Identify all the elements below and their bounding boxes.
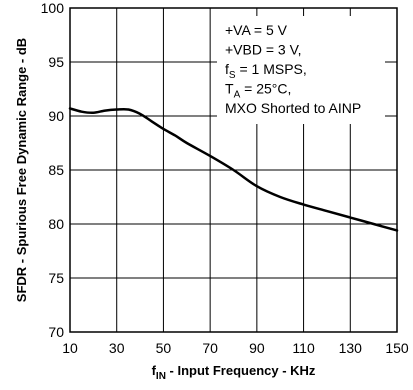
annotation-block: +VA = 5 V+VBD = 3 V,fS = 1 MSPS,TA = 25°… (225, 22, 361, 116)
x-axis-title-main: f (152, 363, 157, 378)
annotation-line-2: +VBD = 3 V, (225, 42, 302, 58)
series-layer (68, 107, 399, 232)
annotation-main: f (225, 61, 229, 77)
x-axis-title-sub: IN (156, 371, 166, 382)
annotation-line-5: MXO Shorted to AINP (225, 100, 361, 116)
x-tick-label: 30 (109, 340, 125, 356)
x-tick-label: 90 (249, 340, 265, 356)
y-axis-title: SFDR - Spurious Free Dynamic Range - dB (14, 38, 29, 302)
series-line-0 (68, 107, 399, 232)
annotation-panel (217, 16, 385, 124)
annotation-main: MXO Shorted to AINP (225, 100, 361, 116)
annotation-rest: = 25°C, (240, 81, 291, 97)
tick-labels: 10 30 50 70 90 110 130 150 70 75 80 85 90 95 100 (41, 0, 409, 356)
plot-border (69, 7, 398, 333)
annotation-main: +VBD = 3 V, (225, 42, 302, 58)
y-tick-label: 90 (48, 108, 64, 124)
annotation-subscript: S (229, 70, 236, 81)
annotation-subscript: A (234, 90, 241, 101)
plot-frame (69, 7, 398, 333)
x-tick-label: 130 (339, 340, 363, 356)
annotation-rest: = 1 MSPS, (236, 61, 307, 77)
annotation-main: T (225, 81, 234, 97)
y-tick-label: 80 (48, 216, 64, 232)
annotation-line-4: TA = 25°C, (225, 81, 291, 101)
y-tick-label: 100 (41, 0, 65, 16)
y-tick-label: 75 (48, 270, 64, 286)
x-tick-label: 150 (385, 340, 409, 356)
x-tick-label: 70 (202, 340, 218, 356)
x-axis-title: fIN - Input Frequency - KHz (152, 363, 316, 382)
x-tick-label: 110 (292, 340, 315, 356)
y-tick-label: 95 (48, 54, 64, 70)
x-tick-label: 50 (156, 340, 172, 356)
y-tick-label: 85 (48, 162, 64, 178)
annotation-main: +VA = 5 V (225, 22, 288, 38)
annotation-line-1: +VA = 5 V (225, 22, 288, 38)
x-axis-title-rest: - Input Frequency - KHz (166, 363, 316, 378)
annotation-background (217, 16, 385, 124)
annotation-line-3: fS = 1 MSPS, (225, 61, 307, 81)
x-tick-label: 10 (62, 340, 78, 356)
y-tick-label: 70 (48, 324, 64, 340)
